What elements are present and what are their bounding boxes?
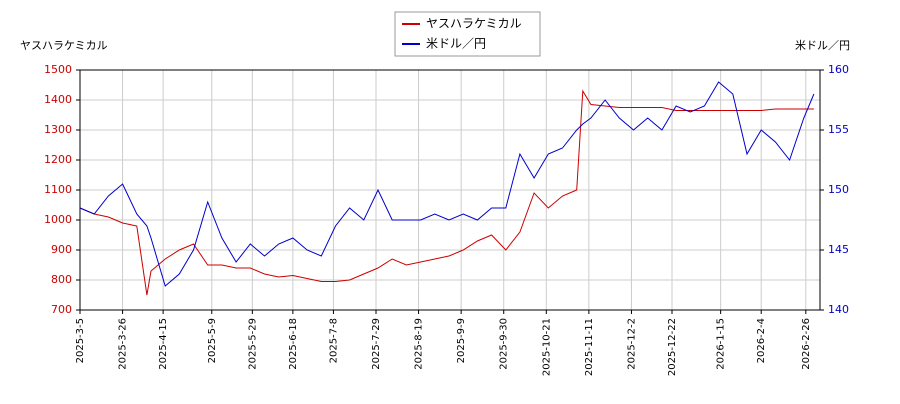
y-tick-label: 900 [51, 243, 72, 256]
x-tick-label: 2025-3-5 [75, 318, 86, 363]
y-tick-label: 1200 [44, 153, 72, 166]
y-tick-label: 800 [51, 273, 72, 286]
y-tick-label: 1300 [44, 123, 72, 136]
legend-box [394, 11, 541, 57]
x-tick-label: 2025-10-21 [541, 318, 552, 376]
y2-tick-label: 160 [828, 63, 849, 76]
y2-tick-label: 150 [828, 183, 849, 196]
x-tick-label: 2026-2-4 [756, 318, 767, 363]
y2-axis-label: 米ドル／円 [795, 39, 850, 52]
x-tick-label: 2025-11-11 [584, 318, 595, 376]
y-axis-label: ヤスハラケミカル [20, 39, 108, 52]
x-tick-label: 2025-7-8 [328, 318, 339, 363]
x-tick-label: 2025-3-26 [118, 318, 129, 370]
x-tick-label: 2025-9-9 [456, 318, 467, 363]
y-tick-label: 1000 [44, 213, 72, 226]
y-tick-label: 700 [51, 303, 72, 316]
line-series [79, 89, 814, 296]
x-tick-label: 2025-6-18 [288, 318, 299, 370]
y2-tick-label: 155 [828, 123, 849, 136]
x-tick-label: 2025-5-9 [207, 318, 218, 363]
y2-tick-label: 140 [828, 303, 849, 316]
x-tick-label: 2025-7-29 [371, 318, 382, 370]
plot-frame [79, 69, 821, 311]
x-tick-label: 2026-2-26 [801, 318, 812, 370]
y-tick-label: 1500 [44, 63, 72, 76]
x-tick-label: 2025-8-19 [414, 318, 425, 370]
y2-tick-label: 145 [828, 243, 849, 256]
legend-label: 米ドル／円 [426, 37, 486, 51]
x-tick-label: 2025-9-30 [499, 318, 510, 370]
y-tick-label: 1400 [44, 93, 72, 106]
y-tick-label: 1100 [44, 183, 72, 196]
x-tick-label: 2025-12-22 [667, 318, 678, 376]
x-tick-label: 2025-5-29 [247, 318, 258, 370]
x-tick-label: 2025-12-2 [626, 318, 637, 370]
legend-label: ヤスハラケミカル [426, 17, 522, 31]
x-tick-label: 2025-4-15 [158, 318, 169, 370]
line-series [79, 81, 815, 287]
x-tick-label: 2026-1-15 [716, 318, 727, 370]
